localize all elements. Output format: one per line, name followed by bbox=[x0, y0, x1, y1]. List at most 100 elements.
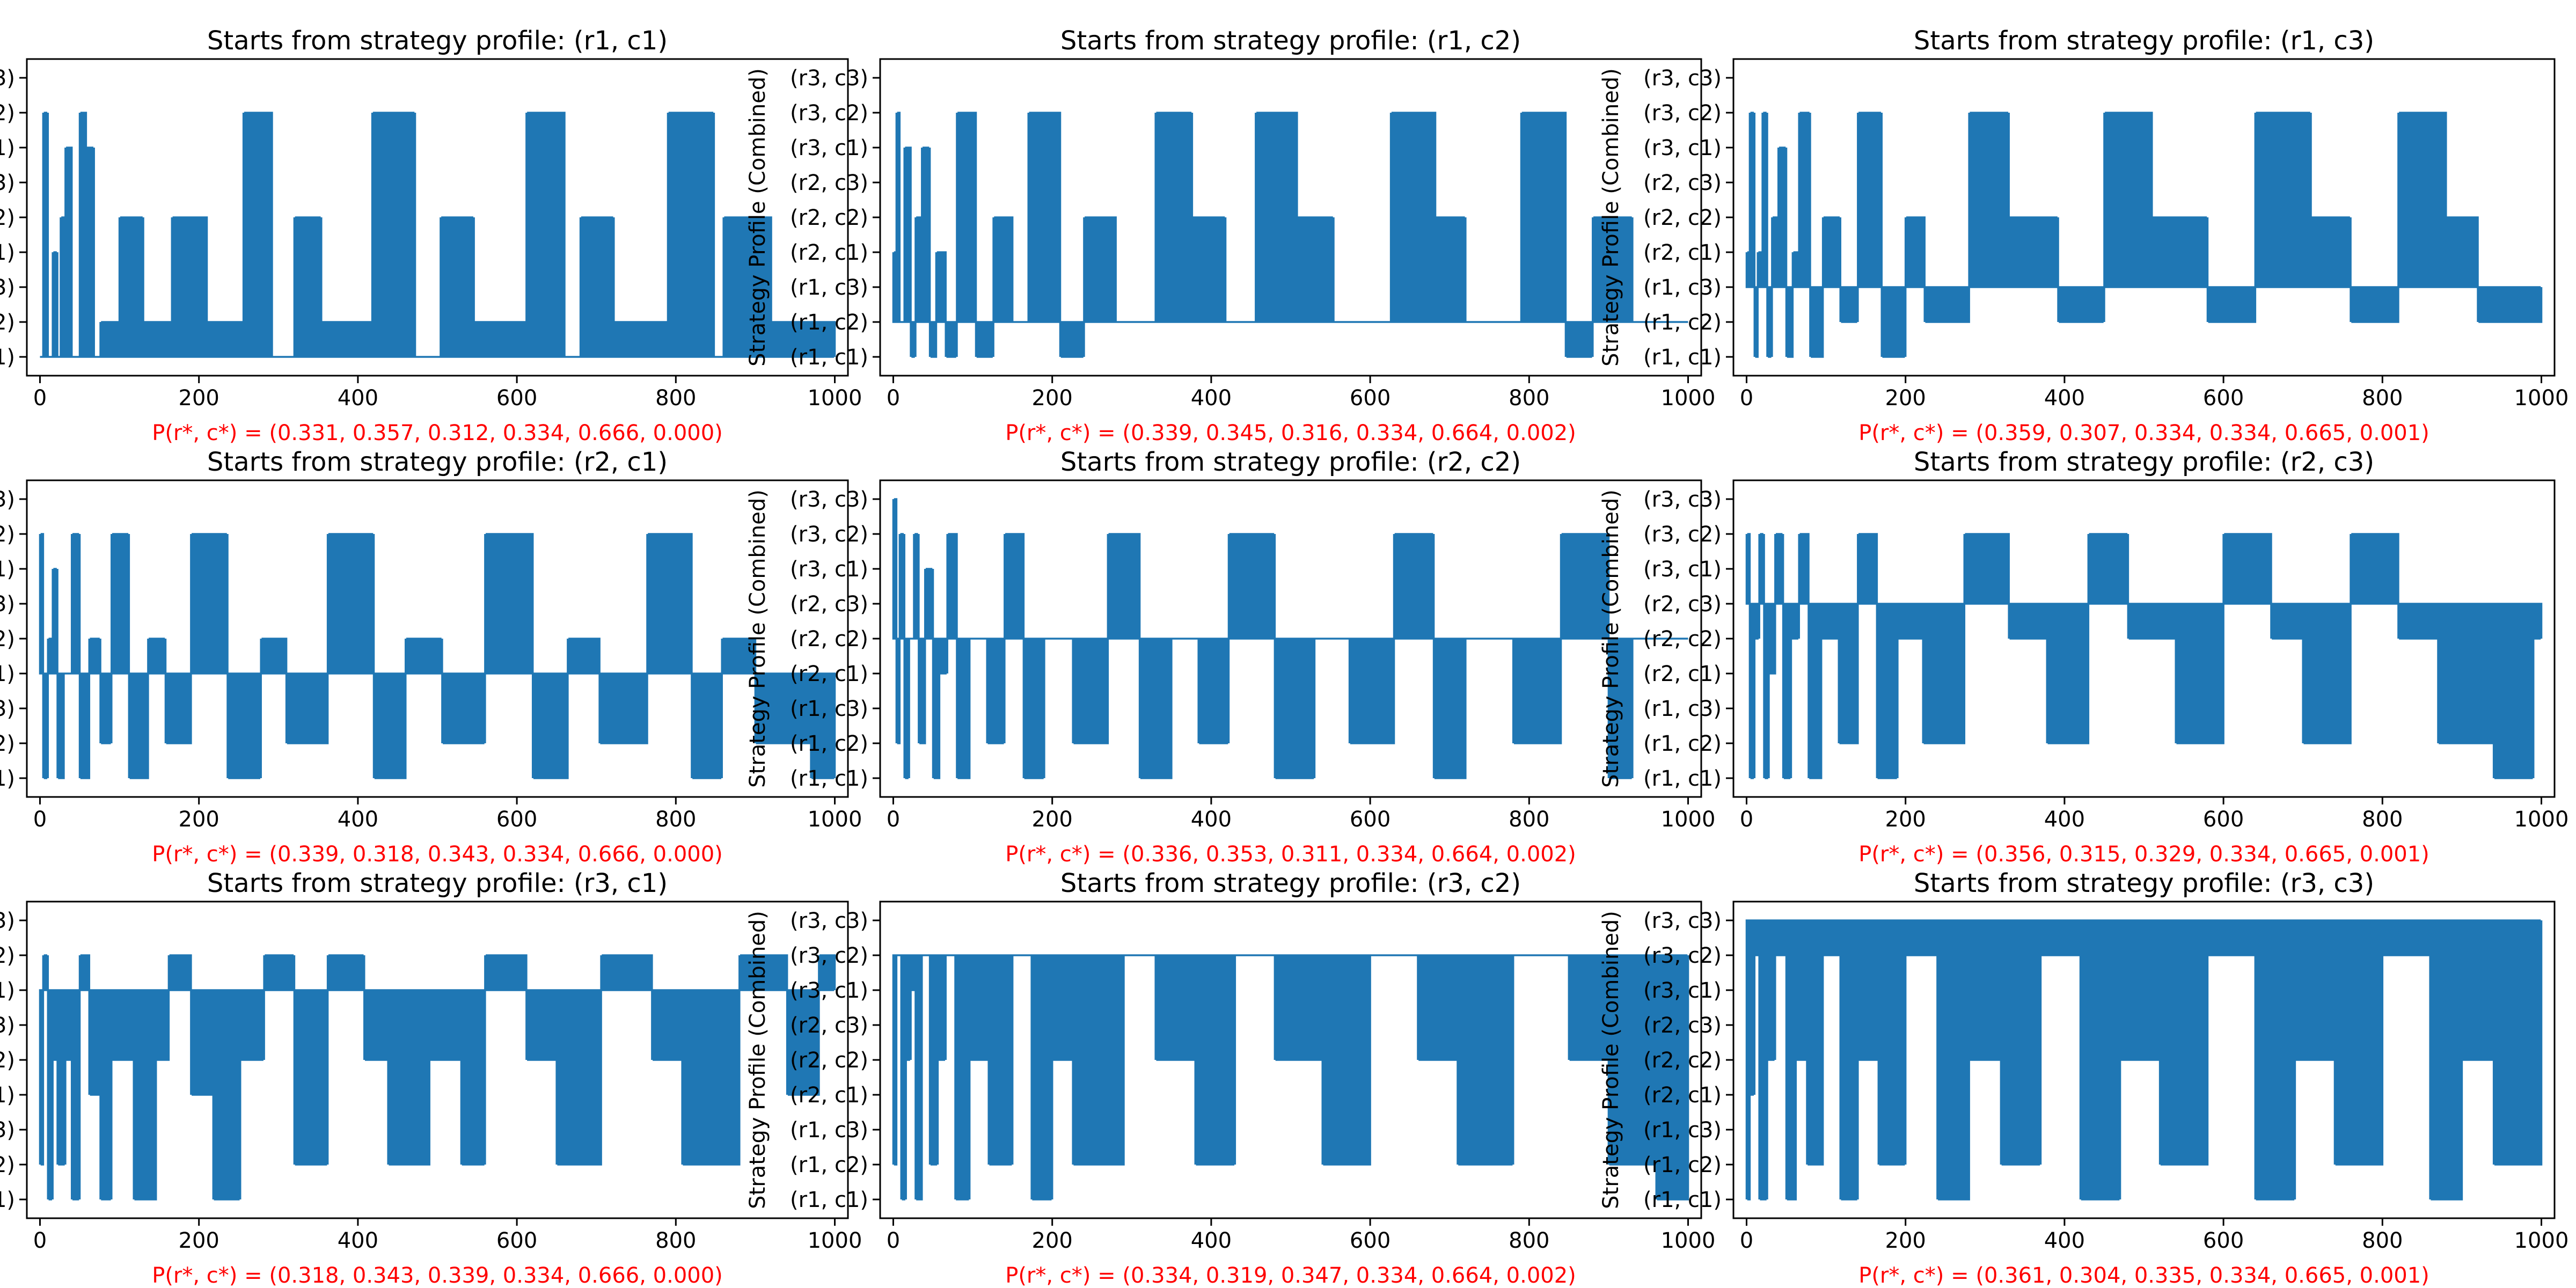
x-tick-label: 200 bbox=[179, 1228, 219, 1253]
y-tick-label: (r2, c3) bbox=[790, 592, 868, 617]
y-tick-label: (r2, c1) bbox=[1643, 1083, 1722, 1108]
y-tick-label: (r1, c3) bbox=[0, 1118, 15, 1143]
x-tick-label: 200 bbox=[179, 807, 219, 832]
chart-title: Starts from strategy profile: (r2, c3) bbox=[1914, 447, 2374, 477]
x-tick-label: 800 bbox=[2362, 1228, 2403, 1253]
probability-annotation: P(r*, c*) = (0.339, 0.318, 0.343, 0.334,… bbox=[152, 842, 723, 867]
y-tick-label: (r3, c1) bbox=[790, 978, 868, 1003]
x-tick-label: 400 bbox=[338, 807, 378, 832]
series-line bbox=[1745, 533, 2543, 779]
probability-annotation: P(r*, c*) = (0.356, 0.315, 0.329, 0.334,… bbox=[1858, 842, 2429, 867]
y-tick-label: (r3, c1) bbox=[1643, 557, 1722, 582]
y-tick-label: (r1, c3) bbox=[790, 275, 868, 300]
y-tick-label: (r2, c2) bbox=[790, 627, 868, 652]
x-tick-label: 600 bbox=[2203, 1228, 2244, 1253]
y-tick-label: (r3, c2) bbox=[1643, 943, 1722, 968]
y-tick-label: (r3, c3) bbox=[790, 909, 868, 933]
y-axis-label: Strategy Profile (Combined) bbox=[1599, 68, 1623, 367]
y-tick-label: (r1, c1) bbox=[0, 345, 15, 370]
chart-title: Starts from strategy profile: (r1, c1) bbox=[207, 26, 668, 56]
y-tick-label: (r2, c1) bbox=[1643, 662, 1722, 686]
y-tick-label: (r1, c2) bbox=[790, 731, 868, 756]
series-line bbox=[40, 112, 836, 358]
series-line bbox=[892, 954, 1689, 1201]
chart-title: Starts from strategy profile: (r3, c1) bbox=[207, 868, 668, 898]
chart-title: Starts from strategy profile: (r2, c1) bbox=[207, 447, 668, 477]
y-tick-label: (r1, c3) bbox=[1643, 1118, 1722, 1143]
series-line bbox=[892, 112, 1688, 358]
x-tick-label: 800 bbox=[2362, 807, 2403, 832]
y-tick-label: (r3, c1) bbox=[1643, 978, 1722, 1003]
y-tick-label: (r3, c1) bbox=[790, 136, 868, 160]
y-tick-label: (r3, c3) bbox=[0, 487, 15, 512]
y-tick-label: (r2, c3) bbox=[790, 171, 868, 195]
x-tick-label: 400 bbox=[338, 1228, 378, 1253]
y-tick-label: (r3, c1) bbox=[790, 557, 868, 582]
y-tick-label: (r2, c3) bbox=[1643, 592, 1722, 617]
y-tick-label: (r1, c1) bbox=[1643, 766, 1722, 791]
y-tick-label: (r2, c1) bbox=[790, 662, 868, 686]
x-tick-label: 400 bbox=[1191, 386, 1232, 411]
x-tick-label: 0 bbox=[33, 386, 47, 411]
y-tick-label: (r2, c2) bbox=[0, 627, 15, 652]
y-tick-label: (r2, c2) bbox=[790, 1048, 868, 1073]
x-tick-label: 0 bbox=[33, 1228, 47, 1253]
plot-frame bbox=[1732, 58, 2556, 377]
x-tick-label: 200 bbox=[1885, 386, 1926, 411]
x-tick-label: 200 bbox=[1032, 1228, 1073, 1253]
y-tick-label: (r2, c3) bbox=[1643, 171, 1722, 195]
x-tick-label: 400 bbox=[2044, 386, 2085, 411]
y-tick-label: (r1, c2) bbox=[790, 310, 868, 335]
y-tick-label: (r1, c1) bbox=[1643, 345, 1722, 370]
plot-frame bbox=[879, 479, 1702, 798]
x-tick-label: 800 bbox=[655, 1228, 696, 1253]
series-line bbox=[1745, 112, 2543, 358]
y-tick-label: (r1, c2) bbox=[0, 731, 15, 756]
x-tick-label: 800 bbox=[1509, 1228, 1549, 1253]
x-tick-label: 200 bbox=[179, 386, 219, 411]
y-tick-label: (r2, c2) bbox=[790, 206, 868, 230]
y-tick-label: (r1, c1) bbox=[790, 345, 868, 370]
y-tick-label: (r1, c3) bbox=[790, 1118, 868, 1143]
y-tick-label: (r2, c3) bbox=[0, 592, 15, 617]
y-tick-label: (r3, c2) bbox=[790, 101, 868, 126]
x-tick-label: 0 bbox=[887, 1228, 900, 1253]
x-tick-label: 1000 bbox=[808, 386, 862, 411]
y-tick-label: (r3, c3) bbox=[790, 487, 868, 512]
chart-title: Starts from strategy profile: (r1, c2) bbox=[1060, 26, 1521, 56]
x-tick-label: 0 bbox=[1740, 1228, 1753, 1253]
x-tick-label: 400 bbox=[338, 386, 378, 411]
y-tick-label: (r2, c2) bbox=[0, 206, 15, 230]
y-tick-label: (r1, c2) bbox=[1643, 731, 1722, 756]
y-tick-label: (r2, c3) bbox=[790, 1013, 868, 1038]
x-tick-label: 800 bbox=[655, 386, 696, 411]
probability-annotation: P(r*, c*) = (0.318, 0.343, 0.339, 0.334,… bbox=[152, 1263, 723, 1288]
y-tick-label: (r1, c1) bbox=[0, 766, 15, 791]
x-tick-label: 800 bbox=[2362, 386, 2403, 411]
series-line bbox=[1745, 919, 2543, 1201]
plot-frame bbox=[1732, 901, 2556, 1219]
y-tick-label: (r1, c3) bbox=[790, 697, 868, 721]
y-axis-label: Strategy Profile (Combined) bbox=[1599, 489, 1623, 788]
y-tick-label: (r1, c3) bbox=[0, 275, 15, 300]
x-tick-label: 1000 bbox=[808, 807, 862, 832]
x-tick-label: 600 bbox=[496, 386, 537, 411]
y-tick-label: (r2, c3) bbox=[0, 171, 15, 195]
y-tick-label: (r1, c2) bbox=[1643, 1153, 1722, 1177]
y-tick-label: (r2, c1) bbox=[0, 1083, 15, 1108]
y-tick-label: (r2, c3) bbox=[0, 1013, 15, 1038]
x-tick-label: 600 bbox=[2203, 807, 2244, 832]
y-tick-label: (r2, c1) bbox=[1643, 240, 1722, 265]
y-tick-label: (r3, c3) bbox=[1643, 66, 1722, 91]
y-tick-label: (r3, c2) bbox=[790, 522, 868, 547]
x-tick-label: 0 bbox=[1740, 807, 1753, 832]
x-tick-label: 600 bbox=[1350, 386, 1391, 411]
y-tick-label: (r3, c1) bbox=[1643, 136, 1722, 160]
y-tick-label: (r1, c2) bbox=[0, 1153, 15, 1177]
y-tick-label: (r3, c3) bbox=[0, 66, 15, 91]
y-tick-label: (r3, c2) bbox=[0, 943, 15, 968]
x-tick-label: 0 bbox=[887, 386, 900, 411]
probability-annotation: P(r*, c*) = (0.336, 0.353, 0.311, 0.334,… bbox=[1005, 842, 1576, 867]
y-tick-label: (r3, c2) bbox=[0, 522, 15, 547]
